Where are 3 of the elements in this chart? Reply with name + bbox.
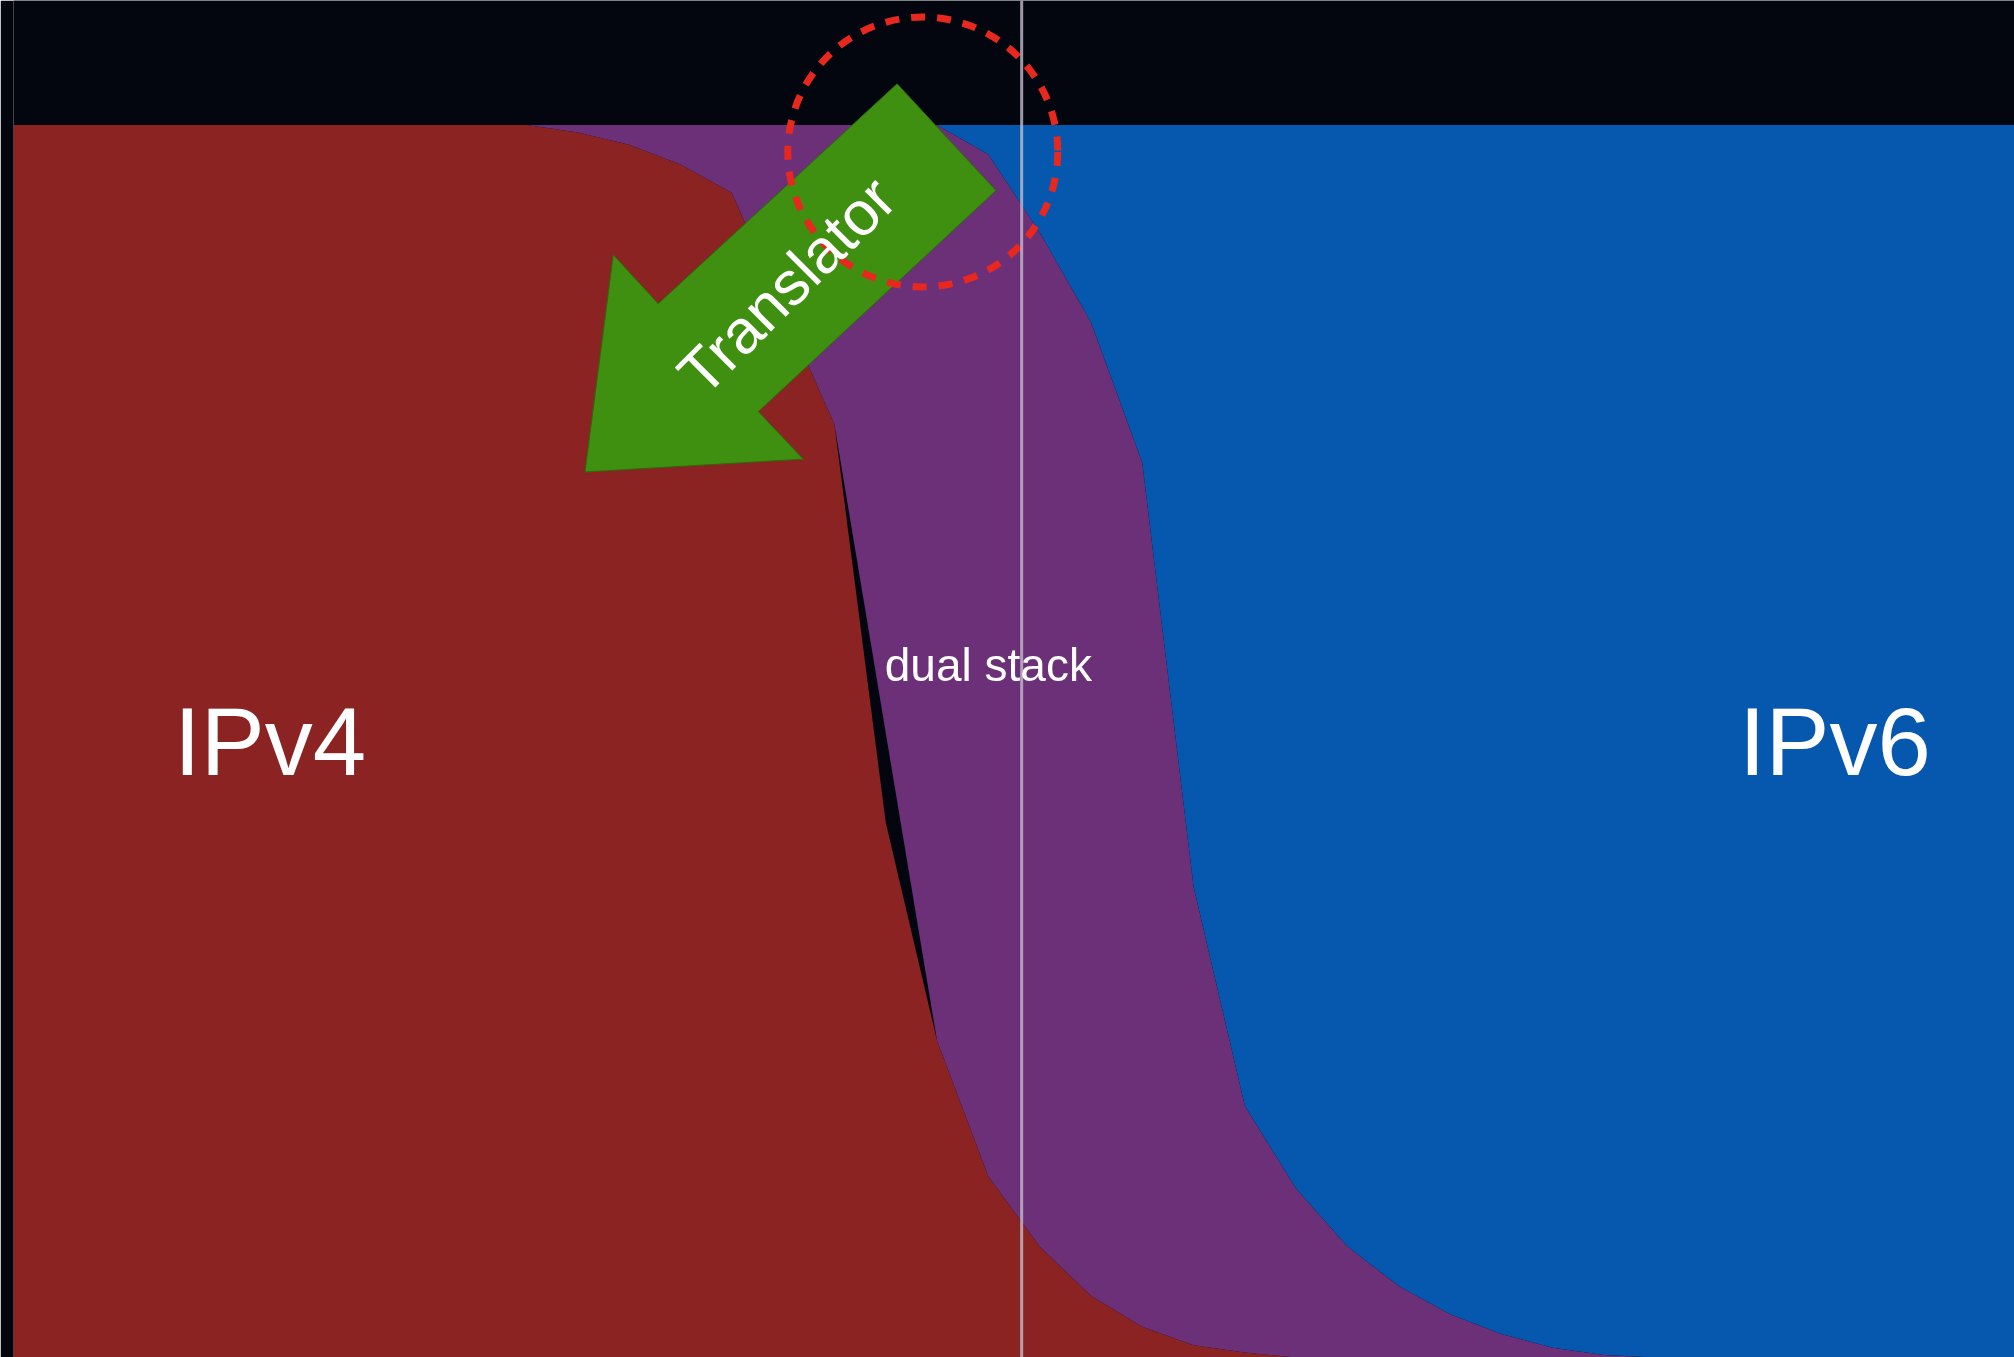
series-label: IPv4 — [173, 687, 367, 795]
series-label: dual stack — [884, 639, 1093, 692]
series-label: IPv6 — [1738, 687, 1931, 795]
